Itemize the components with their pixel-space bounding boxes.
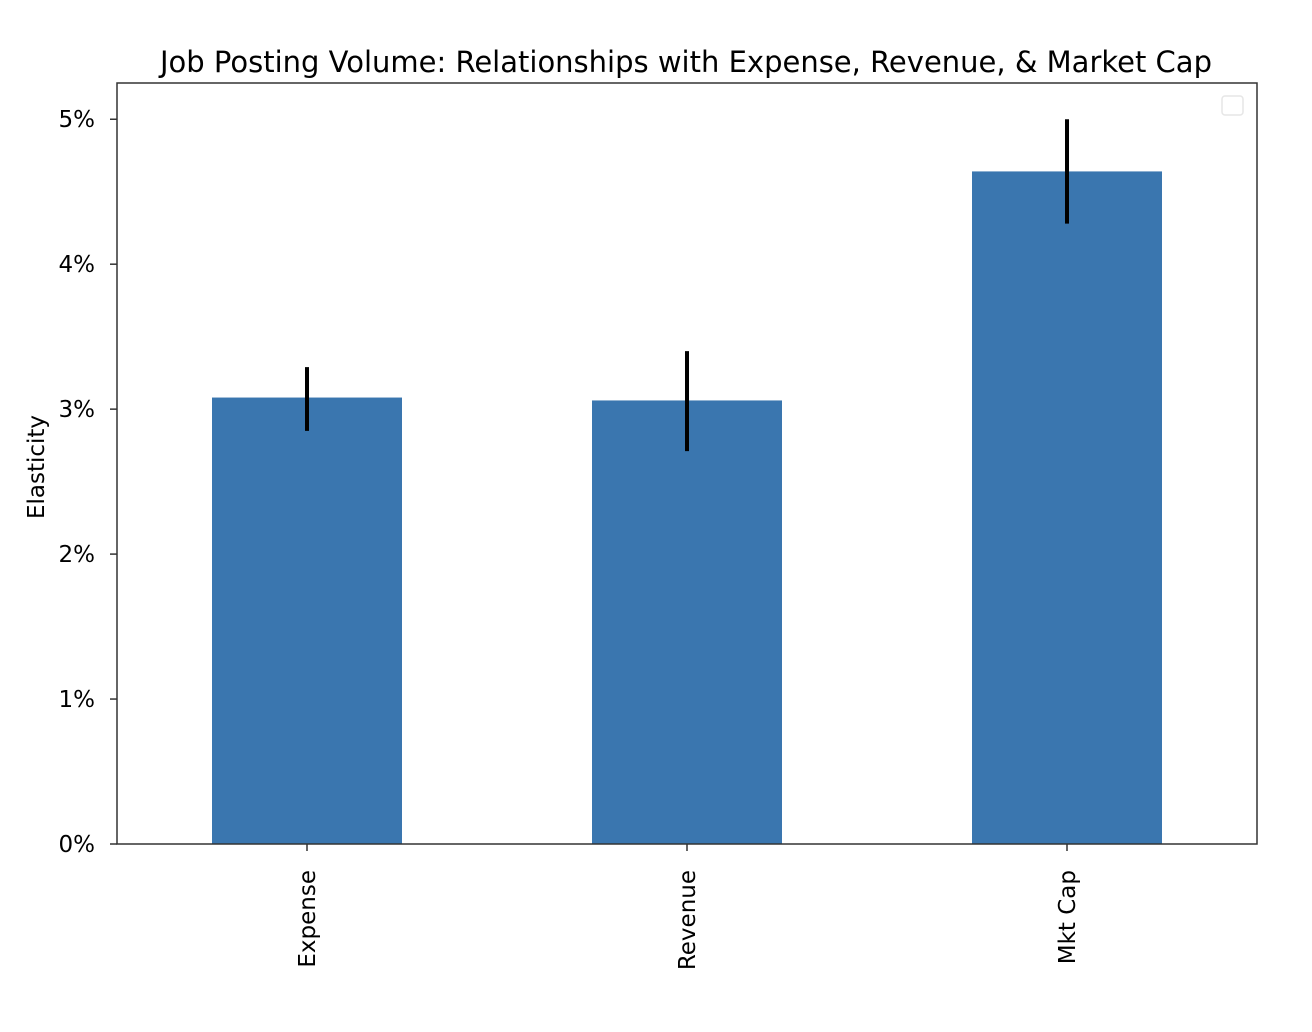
legend-box [1221,95,1244,116]
y-tick-label: 0% [59,832,96,858]
bar-mkt-cap [972,171,1162,844]
chart-title: Job Posting Volume: Relationships with E… [158,45,1212,79]
bars-group [212,171,1162,844]
error-bars-group [305,119,1069,452]
bar-revenue [592,400,782,844]
y-tick-label: 1% [59,687,96,713]
y-tick-label: 5% [59,107,96,133]
x-tick-label: Mkt Cap [1055,870,1081,964]
y-tick-label: 4% [59,252,96,278]
x-tick-label: Expense [295,870,321,968]
x-tick-label: Revenue [675,870,701,970]
x-axis: Expense Revenue Mkt Cap [295,844,1081,970]
y-axis-label: Elasticity [24,415,50,519]
y-tick-label: 2% [59,542,96,568]
y-axis: 0% 1% 2% 3% 4% 5% [59,107,117,858]
y-tick-label: 3% [59,397,96,423]
bar-expense [212,397,402,844]
